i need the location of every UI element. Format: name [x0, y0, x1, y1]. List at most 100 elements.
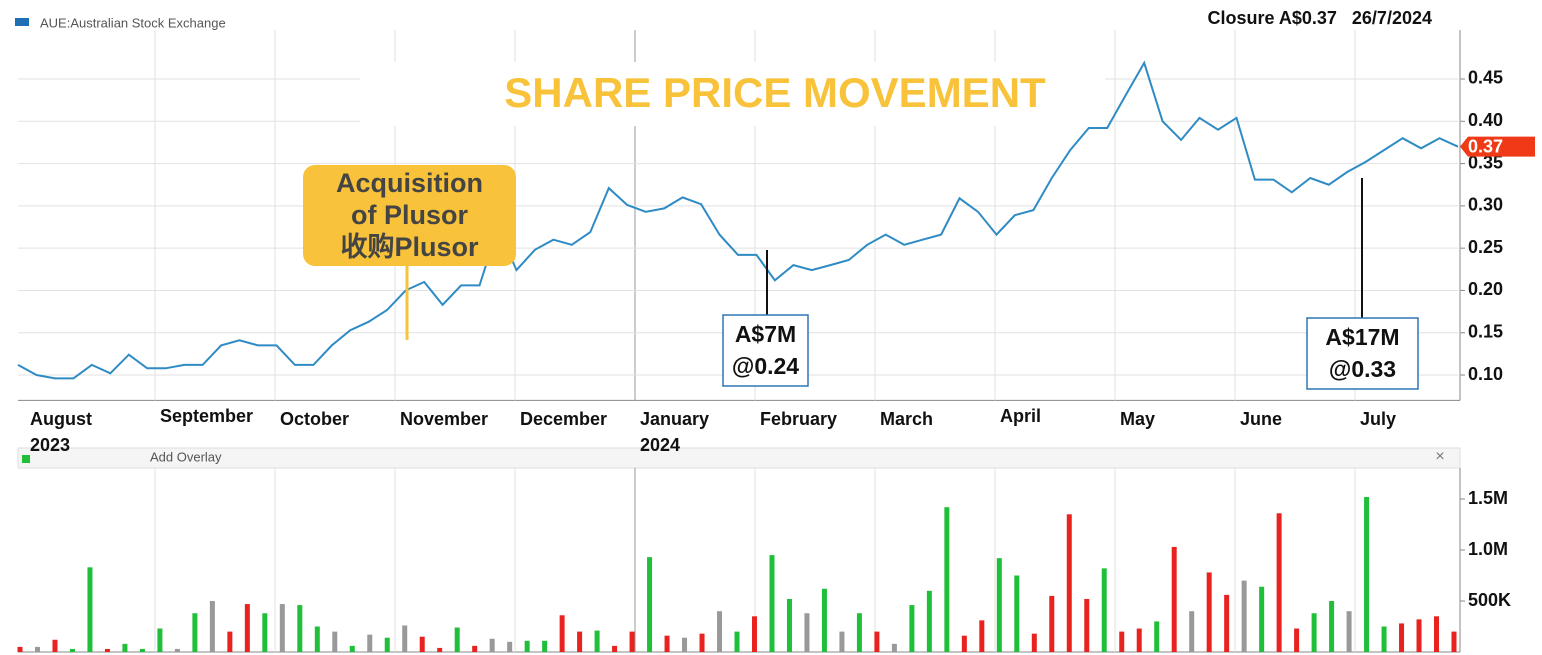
volume-bar [1399, 623, 1405, 652]
overlay-bar[interactable] [17, 447, 1461, 469]
y-tick-label: 0.20 [1468, 279, 1503, 299]
volume-bar [1294, 628, 1300, 652]
volume-bar [839, 631, 845, 652]
x-tick-label: December [520, 409, 608, 429]
volume-bar [472, 645, 478, 652]
volume-bar [682, 637, 688, 652]
volume-bar [1241, 580, 1247, 652]
volume-bar [104, 648, 110, 652]
volume-bar [1119, 631, 1125, 652]
volume-bar [209, 601, 215, 652]
volume-bar [542, 640, 548, 652]
volume-bar [87, 567, 93, 652]
annotation: A$7M @0.24 [731, 321, 800, 379]
volume-bar [1329, 601, 1335, 652]
closure-label: Closure A$0.37 26/7/2024 [1208, 8, 1432, 28]
annotation: A$17M @0.33 [1325, 324, 1400, 382]
volume-bar [174, 648, 180, 652]
volume-bar [1206, 572, 1212, 652]
volume-bar [647, 557, 653, 652]
volume-bar [402, 625, 408, 652]
volume-bar [1189, 611, 1195, 652]
x-tick-label: November [400, 409, 489, 429]
y-tick-label: 1.5M [1468, 488, 1508, 508]
x-tick-label: July [1360, 409, 1397, 429]
x-tick-label: January 2024 [640, 409, 710, 455]
volume-bar [821, 588, 827, 652]
volume-bar [227, 631, 233, 652]
volume-bar [1066, 514, 1072, 652]
volume-bar [577, 631, 583, 652]
volume-bar [891, 643, 897, 652]
x-tick-label: April [1000, 406, 1042, 426]
volume-bar [786, 598, 792, 652]
annotation: Acquisition of Plusor 收购Plusor [336, 168, 483, 262]
volume-bar [734, 631, 740, 652]
volume-bar [664, 635, 670, 652]
volume-bar [122, 643, 128, 652]
annotation-box [1306, 317, 1419, 390]
volume-bar [1101, 568, 1107, 652]
volume-bar [1346, 611, 1352, 652]
volume-bar [1381, 626, 1387, 652]
volume-bar [419, 636, 425, 652]
x-tick-label: October [280, 409, 350, 429]
volume-bar [1171, 546, 1177, 652]
volume-bar [1416, 619, 1422, 652]
volume-bar [961, 635, 967, 652]
volume-bar [1084, 598, 1090, 652]
volume-bar [454, 627, 460, 652]
x-tick-label: February [760, 409, 838, 429]
volume-bar [612, 645, 618, 652]
title-backing [360, 62, 1105, 126]
volume-bar [332, 631, 338, 652]
last-price-label: 0.37 [1468, 136, 1503, 156]
volume-bar [979, 620, 985, 652]
volume-bar [1311, 613, 1317, 652]
volume-bar [1434, 616, 1440, 652]
volume-bar [437, 647, 443, 652]
volume-bar [17, 646, 23, 652]
volume-bar [804, 613, 810, 652]
y-tick-label: 1.0M [1468, 539, 1508, 559]
volume-bar [856, 613, 862, 652]
volume-bar [1154, 621, 1160, 652]
x-tick-label: March [880, 409, 934, 429]
x-tick-label: May [1120, 409, 1156, 429]
volume-bar [1049, 595, 1055, 652]
volume-bar [349, 645, 355, 652]
volume-bar [1031, 633, 1037, 652]
volume-bar [909, 605, 915, 652]
volume-bar [874, 631, 880, 652]
volume-bar [699, 633, 705, 652]
volume-bar [751, 616, 757, 652]
volume-bar [629, 631, 635, 652]
volume-bar [1136, 628, 1142, 652]
x-tick-label: August 2023 [30, 409, 92, 455]
volume-bar [996, 558, 1002, 652]
volume-bar [594, 630, 600, 652]
y-tick-label: 0.45 [1468, 68, 1503, 88]
volume-bar [926, 590, 932, 652]
x-tick-label: September [160, 406, 254, 426]
volume-bar [1259, 586, 1265, 652]
volume-bar [717, 611, 723, 652]
y-tick-label: 0.10 [1468, 364, 1503, 384]
volume-bar [1224, 594, 1230, 652]
y-tick-label: 0.30 [1468, 195, 1503, 215]
overlay-label[interactable]: Add Overlay [150, 449, 222, 464]
annotation-box [303, 165, 516, 266]
volume-bar [297, 605, 303, 652]
volume-bar [1451, 631, 1457, 652]
volume-bar [507, 641, 513, 652]
annotation-box [722, 314, 809, 387]
y-tick-label: 500K [1468, 590, 1511, 610]
exchange-label: AUE:Australian Stock Exchange [40, 15, 226, 30]
volume-bar [314, 626, 320, 652]
volume-bar [384, 637, 390, 652]
last-price-tag [1460, 136, 1535, 157]
chart-title: SHARE PRICE MOVEMENT [504, 69, 1046, 116]
volume-bar [559, 615, 565, 652]
close-icon[interactable]: × [1435, 448, 1444, 465]
